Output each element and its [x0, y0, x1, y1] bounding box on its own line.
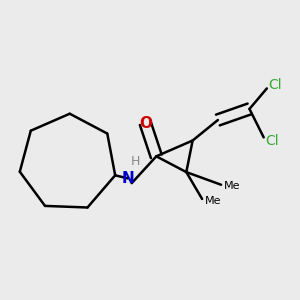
Text: N: N	[122, 171, 134, 186]
Text: Cl: Cl	[268, 78, 282, 92]
Text: O: O	[139, 116, 152, 131]
Text: Cl: Cl	[265, 134, 279, 148]
Text: Me: Me	[224, 181, 240, 191]
Text: Me: Me	[205, 196, 221, 206]
Text: H: H	[131, 154, 140, 168]
